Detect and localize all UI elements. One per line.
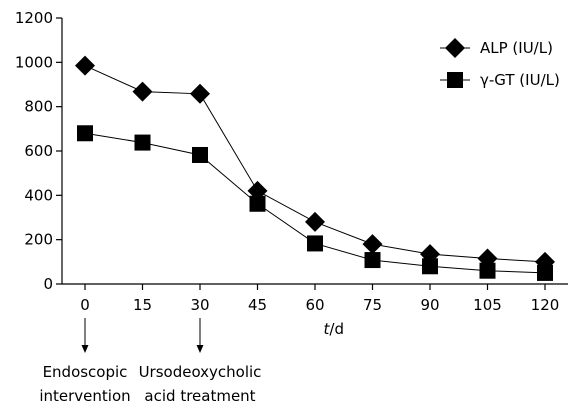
y-tick-label: 800 (24, 98, 53, 116)
data-point-ggt (537, 264, 553, 281)
data-point-alp (305, 211, 325, 232)
legend-label-ggt: γ-GT (IU/L) (480, 71, 560, 89)
data-point-alp (420, 244, 440, 265)
data-point-ggt (192, 146, 208, 163)
data-point-ggt (77, 125, 93, 142)
data-point-alp (75, 55, 95, 76)
x-tick-label: 0 (80, 296, 90, 314)
x-tick-label: 75 (363, 296, 382, 314)
annotation-text: Endoscopic (43, 363, 128, 381)
data-point-ggt (307, 235, 323, 252)
x-tick-label: 30 (190, 296, 209, 314)
legend-label-alp: ALP (IU/L) (480, 39, 553, 57)
y-tick-label: 1000 (15, 53, 53, 71)
x-tick-label: 120 (531, 296, 560, 314)
annotations: Endoscopic intervention Ursodeoxycholic aci… (39, 318, 261, 405)
annotation-text: Ursodeoxycholic (139, 363, 262, 381)
y-tick-label: 400 (24, 186, 53, 204)
x-tick-label: 90 (420, 296, 439, 314)
data-point-ggt (422, 258, 438, 275)
legend-marker-ggt (447, 72, 463, 88)
x-tick-label: 45 (248, 296, 267, 314)
y-tick-label: 0 (43, 275, 53, 293)
x-axis-title-italic: t (324, 320, 331, 338)
data-point-alp (132, 81, 153, 102)
x-tick-label: 105 (473, 296, 502, 314)
annotation-arrow-head (81, 345, 89, 353)
data-point-ggt (479, 262, 496, 279)
y-tick-label: 200 (24, 231, 53, 249)
data-point-ggt (249, 195, 266, 212)
series-layer (75, 55, 555, 281)
x-axis-title-unit: /d (329, 320, 344, 338)
annotation-text: acid treatment (144, 387, 255, 405)
y-tick-label: 1200 (15, 9, 53, 27)
x-tick-label: 60 (305, 296, 324, 314)
series-line-alp (84, 65, 546, 263)
annotation-arrow-head (196, 345, 204, 353)
y-tick-label: 600 (24, 142, 53, 160)
x-axis-title: t/d (324, 320, 344, 338)
x-tick-label: 15 (133, 296, 152, 314)
annotation-text: intervention (39, 387, 130, 405)
legend-marker-alp (445, 38, 465, 58)
data-point-ggt (134, 134, 151, 151)
axes: 0 200 400 600 800 1000 1200 0 15 30 45 60 75 90 105 120 (15, 9, 568, 314)
data-point-ggt (364, 252, 381, 269)
series-line-ggt (84, 132, 546, 274)
data-point-alp (190, 83, 210, 104)
data-point-alp (362, 234, 383, 255)
legend: ALP (IU/L) γ-GT (IU/L) (440, 38, 560, 89)
